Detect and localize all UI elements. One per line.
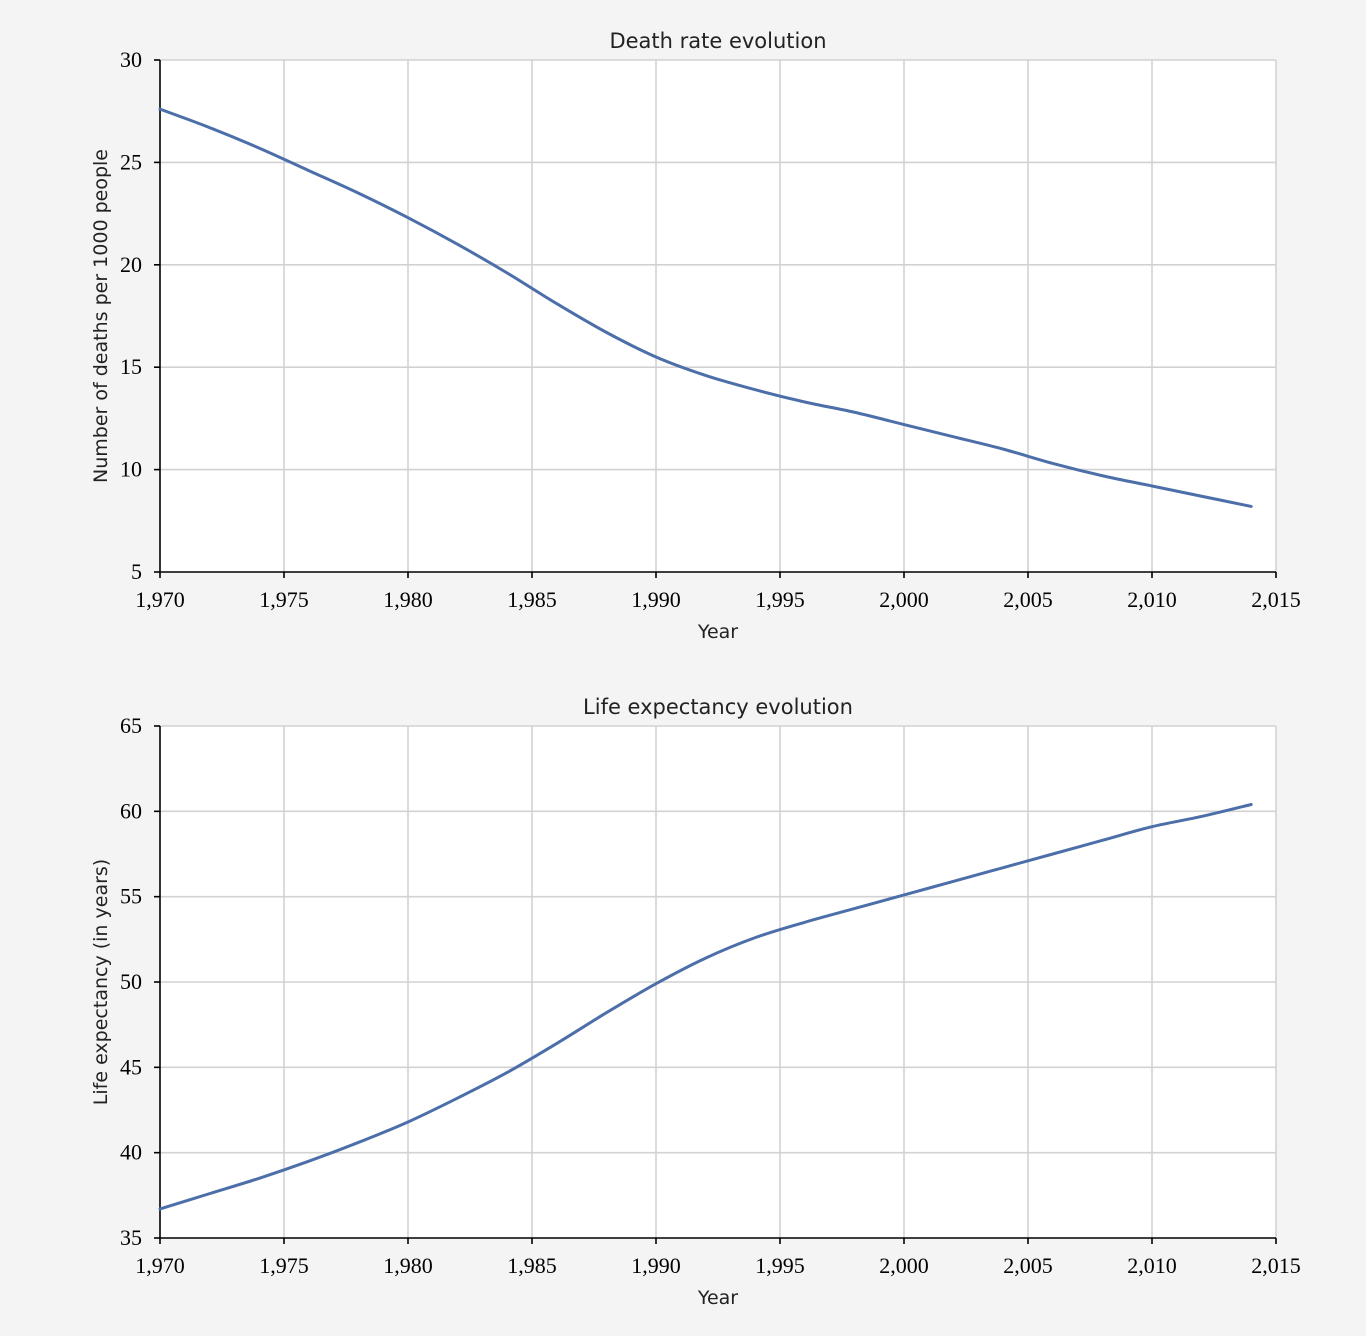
y-tick-label: 10 [120, 457, 142, 482]
x-tick-label: 2,005 [1003, 587, 1053, 612]
x-tick-label: 1,995 [755, 1253, 805, 1278]
y-tick-label: 25 [120, 149, 142, 174]
x-tick-label: 2,005 [1003, 1253, 1053, 1278]
x-tick-label: 2,000 [879, 1253, 929, 1278]
y-tick-label: 65 [120, 713, 142, 738]
y-tick-label: 15 [120, 354, 142, 379]
chart-title: Death rate evolution [609, 29, 826, 53]
x-axis-title: Year [697, 1287, 738, 1309]
y-tick-label: 35 [120, 1225, 142, 1250]
x-tick-label: 2,010 [1127, 1253, 1177, 1278]
plot-area [160, 60, 1276, 572]
x-tick-label: 1,990 [631, 587, 681, 612]
chart-2: 1,970 1,975 1,980 1,985 1,990 1,995 2,000 2,005… [90, 695, 1301, 1309]
y-tick-label: 55 [120, 884, 142, 909]
y-tick-label: 5 [131, 559, 142, 584]
x-axis-title: Year [697, 621, 738, 643]
series-line [158, 803, 1253, 1211]
chart-title: Life expectancy evolution [583, 695, 853, 719]
y-tick-label: 40 [120, 1140, 142, 1165]
y-tick-label: 20 [120, 252, 142, 277]
x-tick-label: 1,980 [383, 587, 433, 612]
x-tick-label: 1,970 [135, 1253, 185, 1278]
series-line [158, 107, 1253, 508]
y-tick-label: 60 [120, 798, 142, 823]
y-tick-label: 50 [120, 969, 142, 994]
y-axis-title: Number of deaths per 1000 people [90, 149, 112, 483]
x-tick-label: 1,995 [755, 587, 805, 612]
x-tick-label: 1,970 [135, 587, 185, 612]
x-tick-label: 1,975 [259, 1253, 309, 1278]
y-tick-label: 45 [120, 1054, 142, 1079]
x-tick-label: 2,010 [1127, 587, 1177, 612]
x-tick-label: 1,985 [507, 1253, 557, 1278]
x-tick-label: 2,015 [1251, 587, 1301, 612]
chart-1: 1,970 1,975 1,980 1,985 1,990 1,995 2,000 2,005… [90, 29, 1301, 643]
x-tick-label: 2,000 [879, 587, 929, 612]
x-tick-label: 1,990 [631, 1253, 681, 1278]
x-tick-label: 1,975 [259, 587, 309, 612]
y-tick-label: 30 [120, 47, 142, 72]
y-axis-title: Life expectancy (in years) [90, 859, 112, 1105]
x-tick-label: 1,980 [383, 1253, 433, 1278]
x-tick-label: 1,985 [507, 587, 557, 612]
x-tick-label: 2,015 [1251, 1253, 1301, 1278]
